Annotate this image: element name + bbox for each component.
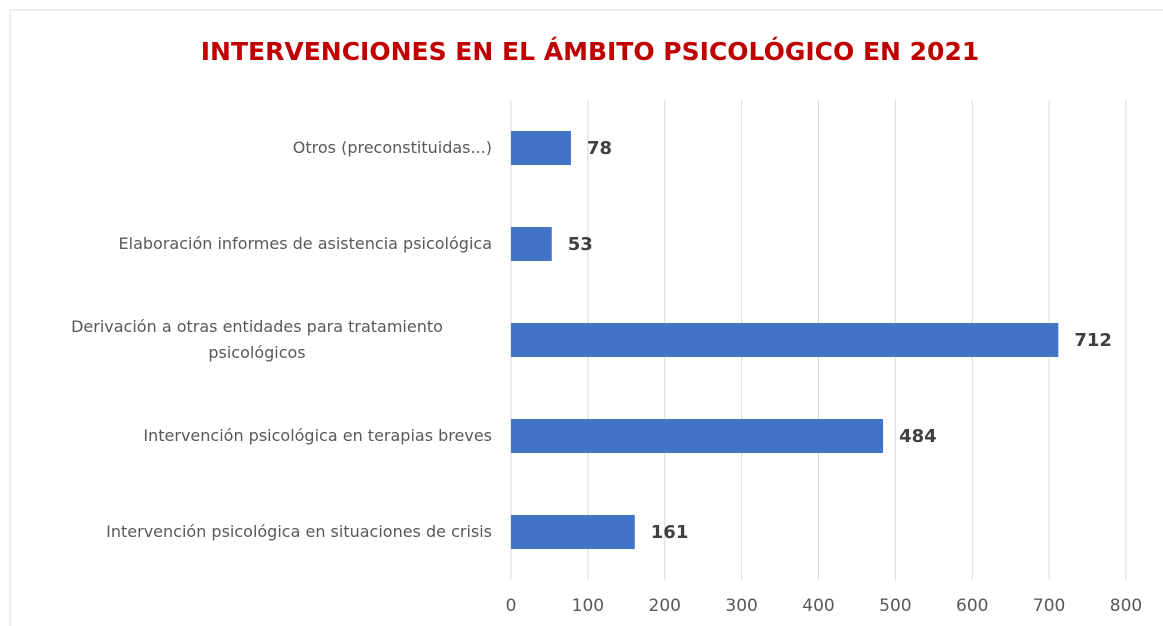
x-tick-label: 200	[649, 596, 681, 616]
x-tick-label: 100	[572, 596, 604, 616]
x-tick-label: 800	[1110, 596, 1142, 616]
x-tick-label: 600	[956, 596, 988, 616]
x-tick-label: 400	[802, 596, 834, 616]
data-label: 484	[899, 426, 937, 447]
chart-title: INTERVENCIONES EN EL ÁMBITO PSICOLÓGICO …	[201, 36, 980, 66]
chart-border	[9, 9, 1163, 626]
bar	[511, 419, 884, 453]
data-label: 78	[587, 138, 612, 159]
bar	[511, 131, 571, 165]
bar	[511, 227, 552, 261]
x-tick-label: 700	[1033, 596, 1065, 616]
y-tick-label: Derivación a otras entidades para tratam…	[71, 317, 443, 362]
x-tick-label: 0	[506, 596, 517, 616]
data-label: 712	[1074, 330, 1112, 351]
category-label-box: Intervención psicológica en situaciones …	[12, 519, 492, 545]
data-label: 53	[568, 234, 593, 255]
bar	[511, 323, 1059, 357]
y-tick-label: Intervención psicológica en situaciones …	[106, 522, 492, 541]
x-tick-label: 500	[879, 596, 911, 616]
category-label-box: Elaboración informes de asistencia psico…	[12, 231, 492, 257]
category-label-box: Intervención psicológica en terapias bre…	[12, 423, 492, 449]
category-label-box: Derivación a otras entidades para tratam…	[12, 314, 492, 366]
x-tick-label: 300	[725, 596, 757, 616]
y-tick-label: Elaboración informes de asistencia psico…	[118, 234, 492, 253]
y-tick-label: Otros (preconstituidas...)	[292, 138, 492, 157]
category-label-box: Otros (preconstituidas...)	[12, 135, 492, 161]
data-label: 161	[651, 522, 689, 543]
y-tick-label: Intervención psicológica en terapias bre…	[143, 426, 492, 445]
bar	[511, 515, 635, 549]
